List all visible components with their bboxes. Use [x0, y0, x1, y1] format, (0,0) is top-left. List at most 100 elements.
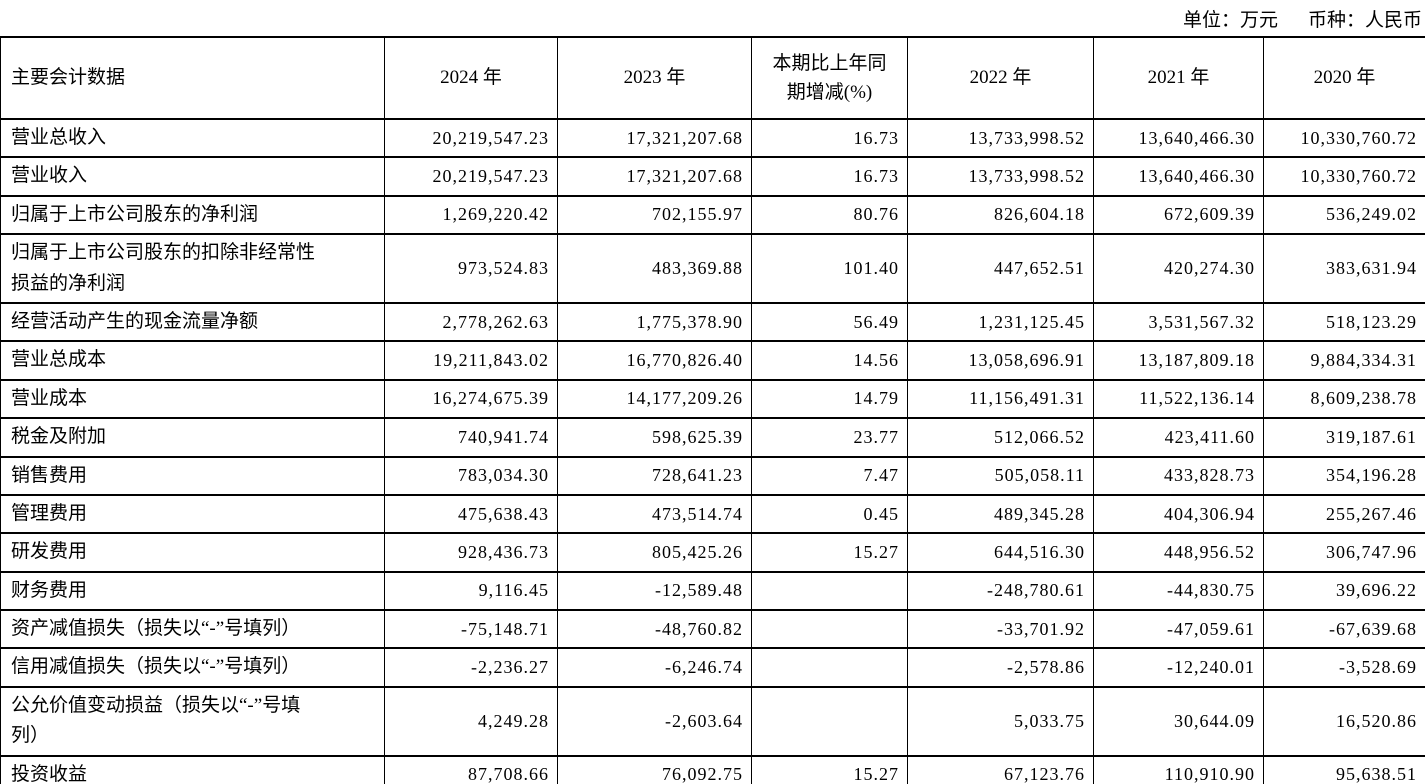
value-2020: 306,747.96 [1263, 532, 1425, 573]
header-yoy-change-pct: 本期比上年同期增减(%) [751, 36, 908, 120]
value-2021: -47,059.61 [1093, 609, 1264, 650]
value-2021: 433,828.73 [1093, 455, 1264, 496]
value-2020: 383,631.94 [1263, 233, 1425, 304]
table-row: 营业收入 20,219,547.23 17,321,207.68 16.73 1… [0, 156, 1425, 197]
value-2024: -75,148.71 [384, 609, 558, 650]
value-2024: 4,249.28 [384, 685, 558, 757]
value-2020: 39,696.22 [1263, 570, 1425, 612]
table-row: 归属于上市公司股东的净利润 1,269,220.42 702,155.97 80… [0, 194, 1425, 236]
value-2021: 420,274.30 [1093, 233, 1264, 304]
value-2020: 255,267.46 [1263, 493, 1425, 535]
table-row: 研发费用 928,436.73 805,425.26 15.27 644,516… [0, 532, 1425, 573]
row-label: 公允价值变动损益（损失以“-”号填列） [0, 685, 385, 757]
value-2022: 505,058.11 [907, 455, 1094, 496]
value-2022: 512,066.52 [907, 417, 1094, 458]
row-label: 经营活动产生的现金流量净额 [0, 301, 385, 343]
value-yoy-change-pct: 16.73 [751, 156, 908, 197]
value-2020: -3,528.69 [1263, 647, 1425, 688]
table-row: 信用减值损失（损失以“-”号填列） -2,236.27 -6,246.74 -2… [0, 647, 1425, 688]
value-2021: 13,640,466.30 [1093, 117, 1264, 159]
value-2020: 354,196.28 [1263, 455, 1425, 496]
value-2022: 826,604.18 [907, 194, 1094, 236]
value-2022: -33,701.92 [907, 609, 1094, 650]
value-2021: 11,522,136.14 [1093, 378, 1264, 420]
value-2023: 483,369.88 [557, 233, 752, 304]
value-2022: 11,156,491.31 [907, 378, 1094, 420]
value-2023: -12,589.48 [557, 570, 752, 612]
value-2022: 13,733,998.52 [907, 117, 1094, 159]
value-2020: 10,330,760.72 [1263, 156, 1425, 197]
value-2021: 3,531,567.32 [1093, 301, 1264, 343]
header-year-2021: 2021 年 [1093, 36, 1264, 120]
value-2021: 448,956.52 [1093, 532, 1264, 573]
value-2020: 9,884,334.31 [1263, 340, 1425, 381]
value-2021: 13,187,809.18 [1093, 340, 1264, 381]
value-yoy-change-pct: 15.27 [751, 532, 908, 573]
table-row: 销售费用 783,034.30 728,641.23 7.47 505,058.… [0, 455, 1425, 496]
row-label: 营业收入 [0, 156, 385, 197]
row-label: 营业总收入 [0, 117, 385, 159]
value-2020: 536,249.02 [1263, 194, 1425, 236]
header-year-2023: 2023 年 [557, 36, 752, 120]
row-label: 营业成本 [0, 378, 385, 420]
table-row: 投资收益 87,708.66 76,092.75 15.27 67,123.76… [0, 754, 1425, 784]
value-2021: -44,830.75 [1093, 570, 1264, 612]
header-yoy-change-pct-text: 本期比上年同期增减(%) [772, 52, 887, 103]
value-yoy-change-pct: 80.76 [751, 194, 908, 236]
value-2021: 110,910.90 [1093, 754, 1264, 784]
table-row: 公允价值变动损益（损失以“-”号填列） 4,249.28 -2,603.64 5… [0, 685, 1425, 757]
value-2020: -67,639.68 [1263, 609, 1425, 650]
value-yoy-change-pct: 15.27 [751, 754, 908, 784]
value-yoy-change-pct: 7.47 [751, 455, 908, 496]
value-2022: 489,345.28 [907, 493, 1094, 535]
value-2022: 644,516.30 [907, 532, 1094, 573]
value-2021: 13,640,466.30 [1093, 156, 1264, 197]
key-accounting-data-table: 主要会计数据 2024 年 2023 年 本期比上年同期增减(%) 2022 年… [0, 36, 1425, 784]
value-yoy-change-pct: 23.77 [751, 417, 908, 458]
value-2023: 17,321,207.68 [557, 117, 752, 159]
value-2024: 475,638.43 [384, 493, 558, 535]
value-2022: -2,578.86 [907, 647, 1094, 688]
row-label: 资产减值损失（损失以“-”号填列） [0, 609, 385, 650]
unit-bar: 单位：万元 币种：人民币 [0, 0, 1425, 36]
row-label: 投资收益 [0, 754, 385, 784]
value-2020: 518,123.29 [1263, 301, 1425, 343]
row-label: 财务费用 [0, 570, 385, 612]
row-label: 研发费用 [0, 532, 385, 573]
value-yoy-change-pct: 14.79 [751, 378, 908, 420]
value-2022: 447,652.51 [907, 233, 1094, 304]
value-2024: 740,941.74 [384, 417, 558, 458]
value-2021: 672,609.39 [1093, 194, 1264, 236]
table-row: 财务费用 9,116.45 -12,589.48 -248,780.61 -44… [0, 570, 1425, 612]
value-2023: -2,603.64 [557, 685, 752, 757]
unit-label: 单位：万元 [1182, 9, 1278, 31]
value-2023: 1,775,378.90 [557, 301, 752, 343]
value-yoy-change-pct [751, 647, 908, 688]
value-2024: 20,219,547.23 [384, 117, 558, 159]
header-main-accounting-data: 主要会计数据 [0, 36, 385, 120]
value-2023: 16,770,826.40 [557, 340, 752, 381]
value-2023: 702,155.97 [557, 194, 752, 236]
value-2024: 20,219,547.23 [384, 156, 558, 197]
value-2024: 783,034.30 [384, 455, 558, 496]
value-2022: -248,780.61 [907, 570, 1094, 612]
value-2024: 928,436.73 [384, 532, 558, 573]
table-body: 营业总收入 20,219,547.23 17,321,207.68 16.73 … [0, 117, 1425, 784]
value-2020: 319,187.61 [1263, 417, 1425, 458]
value-2024: 9,116.45 [384, 570, 558, 612]
value-yoy-change-pct: 56.49 [751, 301, 908, 343]
value-2022: 67,123.76 [907, 754, 1094, 784]
table-row: 经营活动产生的现金流量净额 2,778,262.63 1,775,378.90 … [0, 301, 1425, 343]
value-2024: 19,211,843.02 [384, 340, 558, 381]
row-label: 信用减值损失（损失以“-”号填列） [0, 647, 385, 688]
table-row: 营业总收入 20,219,547.23 17,321,207.68 16.73 … [0, 117, 1425, 159]
value-yoy-change-pct: 16.73 [751, 117, 908, 159]
value-2021: -12,240.01 [1093, 647, 1264, 688]
value-2024: 973,524.83 [384, 233, 558, 304]
value-2023: 728,641.23 [557, 455, 752, 496]
row-label: 营业总成本 [0, 340, 385, 381]
value-2022: 1,231,125.45 [907, 301, 1094, 343]
header-year-2022: 2022 年 [907, 36, 1094, 120]
value-2022: 13,733,998.52 [907, 156, 1094, 197]
value-2020: 95,638.51 [1263, 754, 1425, 784]
